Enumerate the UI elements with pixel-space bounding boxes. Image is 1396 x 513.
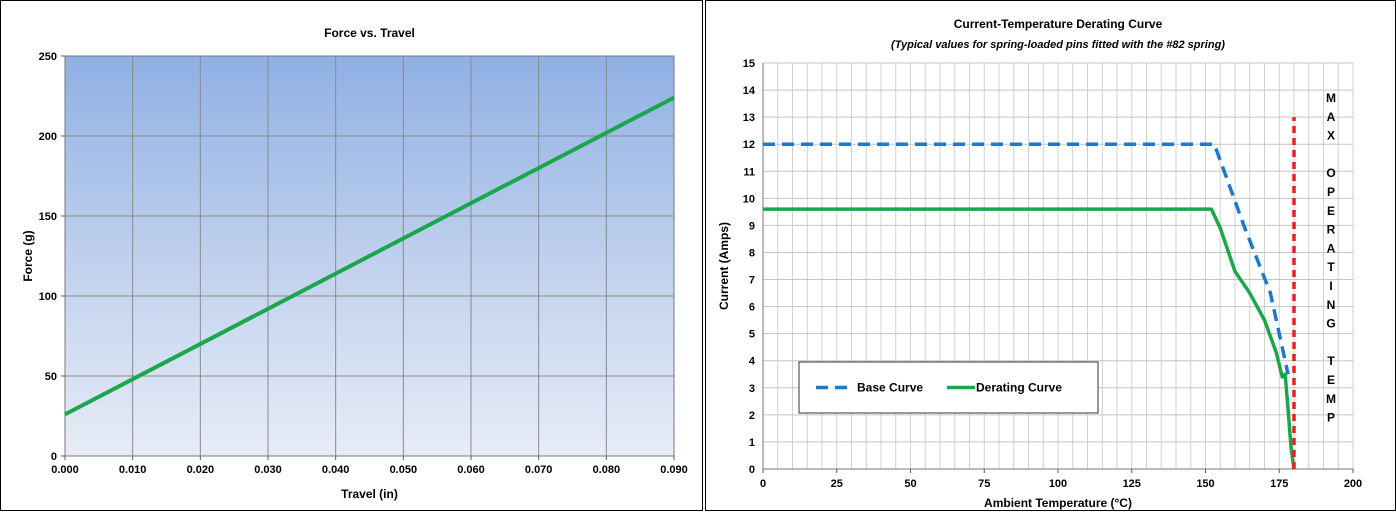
x-tick-label: 0.070: [525, 464, 553, 476]
x-tick-label: 150: [1196, 478, 1214, 490]
x-tick-label: 100: [1049, 478, 1067, 490]
x-tick-label: 0.020: [187, 464, 215, 476]
annotation-letter: E: [1327, 373, 1335, 387]
x-tick-label: 0.090: [660, 464, 688, 476]
x-tick-label: 0.000: [51, 464, 79, 476]
derating-panel: 0 1 2 3 4 5 6 7 8 9 10 11 12 13 14 15 0 25 50 75 100 125 150 17…: [705, 0, 1396, 511]
annotation-letter: E: [1327, 204, 1335, 218]
y-tick-label: 0: [51, 451, 57, 463]
annotation-letter: P: [1327, 411, 1335, 425]
derating-curve-line: [763, 207, 1296, 470]
x-tick-label: 25: [831, 478, 843, 490]
annotation-letter: T: [1327, 260, 1335, 274]
y-tick-label: 13: [743, 112, 755, 124]
annotation-letter: M: [1326, 91, 1336, 105]
annotation-letter: A: [1327, 110, 1336, 124]
y-tick-label: 50: [45, 371, 57, 383]
base-curve-line: [763, 142, 1290, 375]
annotation-letter: O: [1326, 166, 1335, 180]
x-tick-label: 0.030: [254, 464, 282, 476]
x-tick-label: 200: [1344, 478, 1362, 490]
x-tick-label: 0.050: [390, 464, 418, 476]
y-tick-label: 8: [749, 247, 755, 259]
legend-label-derating: Derating Curve: [976, 381, 1062, 395]
chart-title: Force vs. Travel: [324, 26, 415, 40]
annotation-letter: N: [1327, 298, 1336, 312]
x-tick-label: 0.060: [457, 464, 485, 476]
annotation-letter: I: [1329, 279, 1332, 293]
x-axis-label: Ambient Temperature (°C): [984, 496, 1132, 510]
y-tick-label: 5: [749, 329, 755, 341]
annotation-letter: G: [1326, 317, 1335, 331]
y-tick-label: 4: [749, 356, 756, 368]
y-tick-label: 0: [749, 464, 755, 476]
annotation-letter: M: [1326, 392, 1336, 406]
y-tick-label: 2: [749, 410, 755, 422]
annotation-letter: A: [1327, 241, 1336, 255]
y-tick-label: 3: [749, 383, 755, 395]
x-axis-label: Travel (in): [341, 487, 398, 501]
y-tick-label: 6: [749, 302, 755, 314]
y-tick-label: 100: [39, 291, 57, 303]
chart-subtitle: (Typical values for spring-loaded pins f…: [891, 39, 1225, 51]
y-tick-label: 9: [749, 220, 755, 232]
y-tick-label: 7: [749, 275, 755, 287]
x-tick-label: 0.080: [593, 464, 621, 476]
x-tick-label: 175: [1270, 478, 1288, 490]
x-tick-label: 50: [904, 478, 916, 490]
y-tick-label: 12: [743, 139, 755, 151]
x-tick-label: 75: [978, 478, 990, 490]
annotation-letter: T: [1327, 354, 1335, 368]
legend-label-base: Base Curve: [857, 381, 923, 395]
y-tick-label: 1: [749, 437, 755, 449]
x-tick-label: 0: [760, 478, 766, 490]
y-tick-label: 250: [39, 51, 57, 63]
y-tick-label: 150: [39, 211, 57, 223]
y-axis-label: Current (Amps): [717, 222, 731, 310]
x-tick-label: 0.040: [322, 464, 350, 476]
x-tick-label: 125: [1123, 478, 1141, 490]
chart-title: Current-Temperature Derating Curve: [954, 17, 1163, 31]
y-tick-label: 10: [743, 193, 755, 205]
force-series-line: [64, 95, 675, 417]
y-tick-label: 14: [743, 85, 756, 97]
annotation-letter: R: [1327, 223, 1336, 237]
plot-border: [64, 55, 675, 457]
force-travel-panel: 0.000 0.010 0.020 0.030 0.040 0.050 0.060 0.070…: [0, 0, 703, 511]
annotation-letter: P: [1327, 185, 1335, 199]
y-tick-label: 11: [743, 166, 755, 178]
y-axis-label: Force (g): [21, 230, 35, 281]
annotation-letter: X: [1327, 129, 1335, 143]
y-tick-label: 15: [743, 58, 755, 70]
x-tick-label: 0.010: [119, 464, 147, 476]
y-tick-label: 200: [39, 131, 57, 143]
force-travel-chart: 0.000 0.010 0.020 0.030 0.040 0.050 0.060 0.070…: [21, 26, 688, 501]
